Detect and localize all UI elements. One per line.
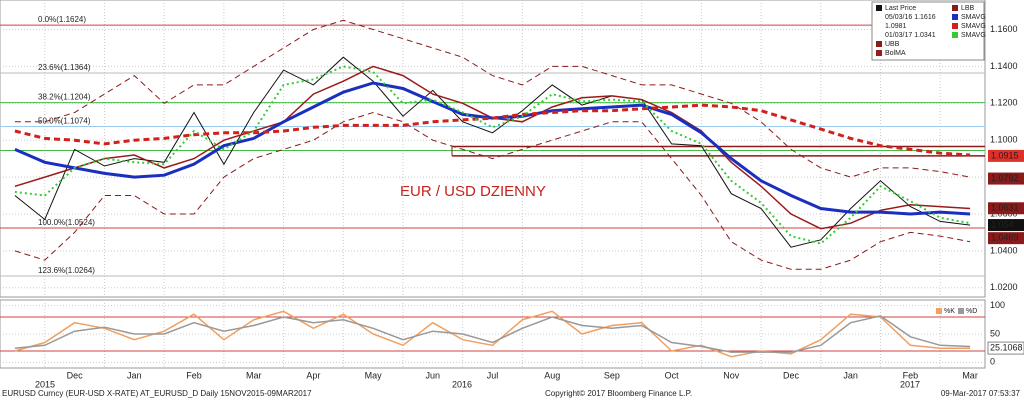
value-tag — [988, 172, 1024, 185]
x-tick-label: Dec — [67, 370, 84, 380]
fib-label: 100.0%(1.0524) — [38, 218, 95, 227]
series-line — [14, 19, 971, 178]
legend-label: SMAVG — [961, 23, 986, 30]
x-tick-label: Apr — [306, 370, 320, 380]
legend-swatch — [876, 41, 882, 47]
osc-tick-label: 50 — [990, 328, 1000, 338]
year-label: 2015 — [35, 379, 55, 389]
y-tick-label: 1.1000 — [990, 135, 1018, 145]
x-tick-label: Mar — [962, 370, 978, 380]
main-panel — [0, 0, 986, 298]
x-tick-label: Nov — [723, 370, 740, 380]
osc-line — [14, 310, 971, 358]
legend-label: SMAVG — [961, 14, 986, 21]
legend-swatch — [876, 50, 882, 56]
value-tag-label: 1.054 — [991, 219, 1014, 229]
legend-swatch — [952, 32, 958, 38]
year-label: 2016 — [452, 379, 472, 389]
legend-label: 05/03/16 1.1616 — [885, 14, 936, 21]
legend-label: UBB — [885, 41, 900, 48]
footer-center: Copyright© 2017 Bloomberg Finance L.P. — [545, 389, 692, 398]
x-tick-label: Jan — [843, 370, 858, 380]
y-tick-label: 1.1200 — [990, 98, 1018, 108]
y-tick-label: 1.0200 — [990, 282, 1018, 292]
value-tag-label: 1.0631 — [991, 203, 1019, 213]
series-line — [14, 111, 971, 270]
value-tag — [988, 232, 1024, 245]
value-tag — [988, 149, 1024, 162]
value-tag-label: 1.0792 — [991, 173, 1019, 183]
series-line — [14, 103, 971, 157]
value-tag-label: 1.0469 — [991, 233, 1019, 243]
fib-label: 0.0%(1.1624) — [38, 15, 86, 24]
fib-label: 38.2%(1.1204) — [38, 93, 91, 102]
osc-legend-swatch — [958, 308, 964, 314]
x-tick-label: Feb — [903, 370, 919, 380]
footer-left: EURUSD Curncy (EUR-USD X-RATE) AT_EURUSD… — [2, 389, 312, 398]
x-tick-label: Oct — [665, 370, 680, 380]
x-tick-label: Feb — [186, 370, 202, 380]
legend: Last Price 05/03/16 1.1616 1.0981 01/03/17 … — [871, 1, 986, 61]
osc-tick-label: 0 — [990, 357, 995, 367]
value-tag-label: 1.0915 — [991, 150, 1019, 160]
legend-label: Last Price — [885, 5, 916, 12]
osc-tag — [987, 341, 1024, 355]
y-tick-label: 1.1400 — [990, 61, 1018, 71]
legend-swatch — [952, 5, 958, 11]
osc-legend-label: %K — [944, 308, 955, 315]
x-tick-label: Aug — [544, 370, 560, 380]
osc-tick-label: 100 — [990, 300, 1005, 310]
x-tick-label: Mar — [246, 370, 262, 380]
value-tag — [988, 219, 1024, 232]
series-line — [14, 65, 971, 245]
series-line — [14, 56, 971, 248]
x-tick-label: May — [365, 370, 383, 380]
x-tick-label: Dec — [783, 370, 800, 380]
fib-label: 50.0%(1.1074) — [38, 117, 91, 126]
legend-box — [871, 1, 985, 61]
x-tick-label: Jan — [127, 370, 142, 380]
legend-label: LBB — [961, 5, 975, 12]
legend-label: 01/03/17 1.0341 — [885, 32, 936, 39]
year-label: 2017 — [900, 379, 920, 389]
legend-label: BolMA — [885, 50, 906, 57]
x-tick-label: Jul — [487, 370, 499, 380]
annotation: EUR / USD DZIENNY — [400, 183, 546, 200]
legend-swatch — [952, 23, 958, 29]
osc-legend-label: %D — [966, 308, 977, 315]
fib-label: 123.6%(1.0264) — [38, 266, 95, 275]
fib-label: 23.6%(1.1364) — [38, 63, 91, 72]
legend-label: SMAVG — [961, 32, 986, 39]
x-tick-label: Sep — [604, 370, 620, 380]
y-tick-label: 1.0400 — [990, 245, 1018, 255]
osc-legend-swatch — [936, 308, 942, 314]
x-tick-label: Jun — [426, 370, 441, 380]
value-tag — [988, 202, 1024, 215]
osc-tag-label: 25.1068 — [990, 342, 1023, 352]
y-tick-label: 1.1600 — [990, 24, 1018, 34]
legend-label: 1.0981 — [885, 23, 907, 30]
osc-line — [14, 315, 971, 353]
legend-swatch — [952, 14, 958, 20]
footer-right: 09-Mar-2017 07:53:37 — [941, 389, 1021, 398]
legend-swatch — [876, 5, 882, 11]
